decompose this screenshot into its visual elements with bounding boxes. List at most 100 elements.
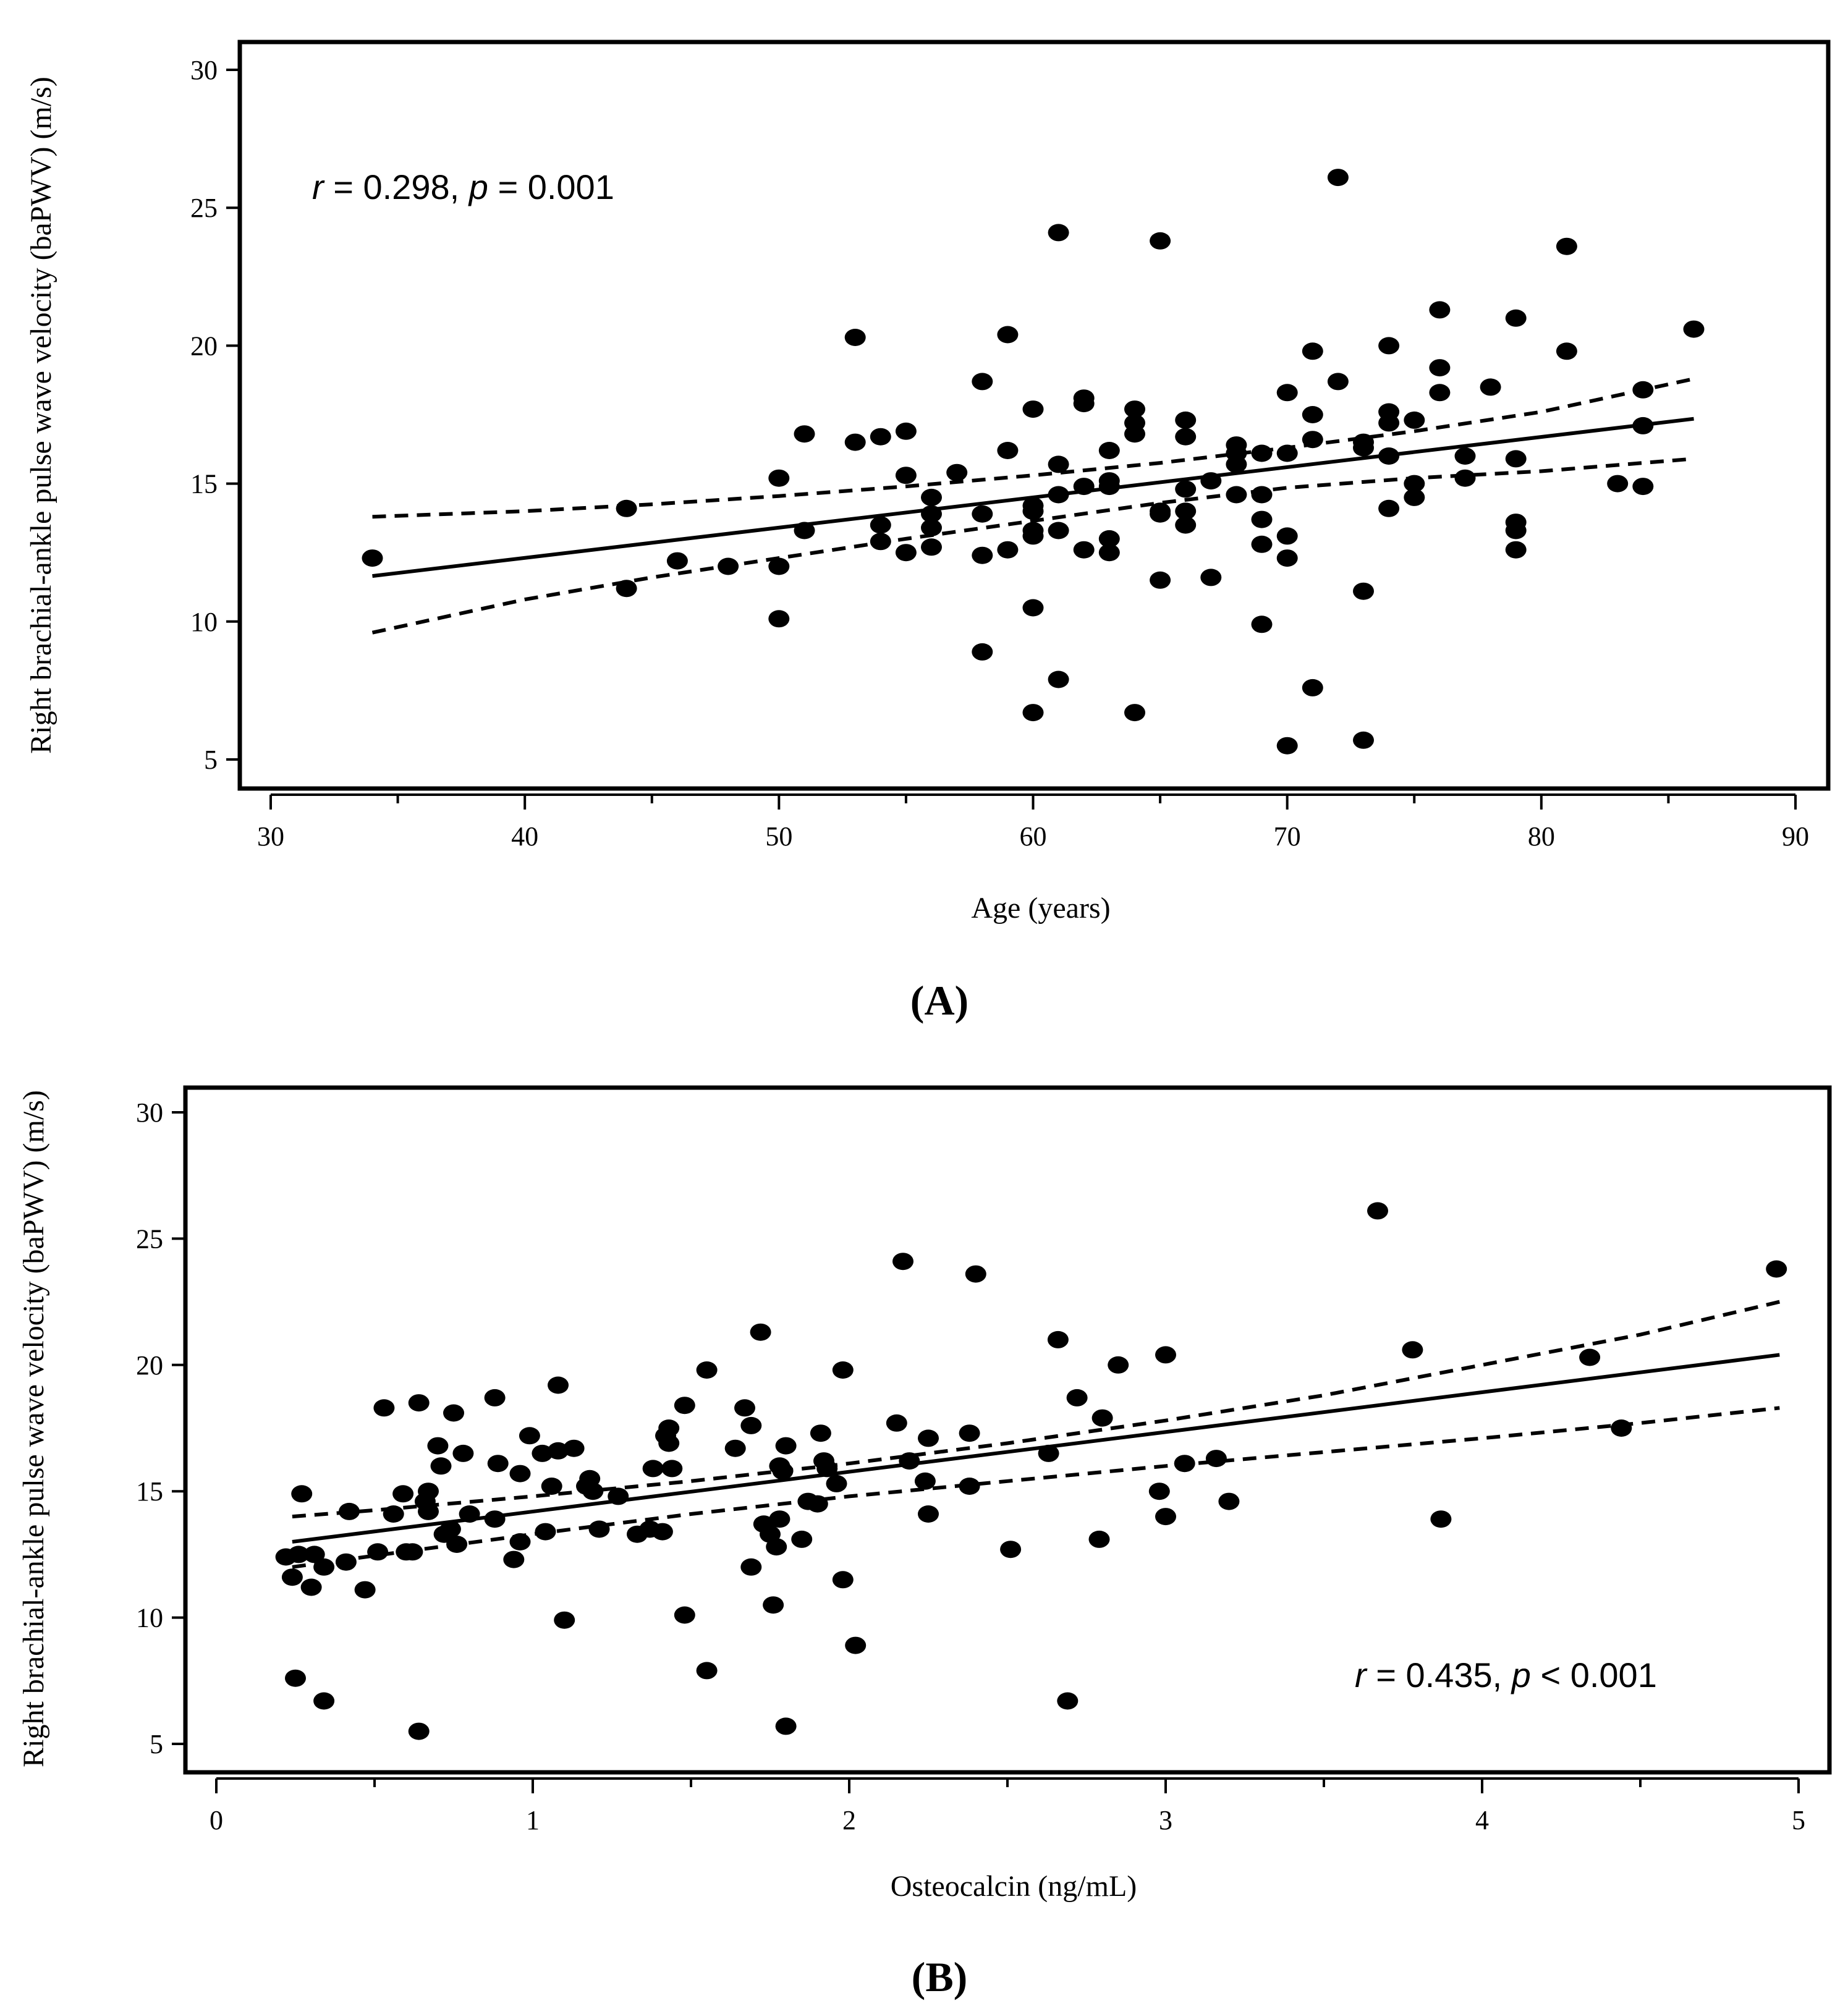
data-point bbox=[616, 580, 637, 598]
data-point bbox=[1353, 731, 1374, 749]
data-point bbox=[1022, 599, 1044, 617]
data-point bbox=[666, 552, 688, 570]
data-point bbox=[1454, 447, 1476, 465]
data-point bbox=[1632, 478, 1654, 496]
y-axis-label: Right brachial-ankle pulse wave velocity… bbox=[25, 77, 57, 754]
data-point bbox=[541, 1478, 562, 1495]
data-point bbox=[661, 1460, 683, 1478]
data-point bbox=[1251, 444, 1273, 462]
data-point bbox=[1378, 499, 1400, 517]
data-point bbox=[588, 1520, 610, 1538]
data-point bbox=[674, 1397, 695, 1415]
data-point bbox=[1556, 237, 1577, 255]
panel-label-a: (A) bbox=[910, 977, 969, 1024]
data-point bbox=[1098, 544, 1120, 562]
data-point bbox=[914, 1472, 936, 1490]
data-point bbox=[1088, 1530, 1110, 1548]
data-point bbox=[1108, 1356, 1129, 1374]
data-point bbox=[1505, 450, 1527, 468]
data-point bbox=[548, 1376, 569, 1394]
data-point bbox=[1480, 378, 1501, 396]
data-point bbox=[1066, 1389, 1088, 1406]
data-point bbox=[392, 1485, 414, 1503]
y-tick-label: 5 bbox=[150, 1729, 163, 1759]
x-tick-marks bbox=[269, 795, 1797, 810]
data-point bbox=[651, 1523, 673, 1541]
x-tick-label: 0 bbox=[210, 1805, 223, 1835]
data-point bbox=[1155, 1346, 1176, 1364]
data-point bbox=[1048, 224, 1069, 242]
data-point bbox=[313, 1692, 335, 1710]
data-point bbox=[563, 1439, 585, 1457]
data-point bbox=[844, 433, 866, 451]
x-tick-label: 5 bbox=[1792, 1805, 1805, 1835]
data-point bbox=[1505, 309, 1527, 327]
data-point bbox=[452, 1444, 474, 1462]
data-point bbox=[487, 1455, 509, 1473]
data-point bbox=[509, 1533, 531, 1550]
data-point bbox=[972, 505, 993, 523]
data-point bbox=[740, 1416, 762, 1434]
data-point bbox=[1057, 1692, 1079, 1710]
data-point bbox=[1404, 488, 1425, 506]
data-point bbox=[1276, 549, 1298, 567]
data-point bbox=[965, 1265, 986, 1283]
data-point bbox=[1251, 535, 1273, 553]
data-point bbox=[794, 425, 815, 443]
data-point bbox=[1091, 1409, 1113, 1427]
data-point bbox=[446, 1536, 468, 1553]
annotation-p-value: < 0.001 bbox=[1531, 1656, 1657, 1694]
annotation-r-value: = 0.298, bbox=[324, 167, 469, 206]
data-point bbox=[418, 1482, 439, 1500]
data-point bbox=[1098, 530, 1120, 548]
data-point bbox=[763, 1596, 784, 1614]
y-tick-label: 10 bbox=[190, 607, 218, 637]
annotation-p-value: = 0.001 bbox=[488, 167, 614, 206]
x-tick-label: 40 bbox=[511, 821, 538, 852]
data-point bbox=[1683, 320, 1705, 338]
data-point bbox=[807, 1495, 828, 1513]
x-tick-label: 4 bbox=[1475, 1805, 1489, 1835]
data-point bbox=[1048, 670, 1069, 688]
y-tick-label: 30 bbox=[136, 1098, 163, 1128]
data-point bbox=[1327, 169, 1349, 187]
data-point bbox=[1429, 384, 1451, 402]
data-point bbox=[1251, 510, 1273, 528]
data-point bbox=[810, 1424, 831, 1442]
data-point bbox=[1205, 1450, 1227, 1468]
data-point bbox=[1073, 478, 1095, 496]
data-point bbox=[1174, 1455, 1195, 1473]
data-point bbox=[959, 1424, 980, 1442]
data-point bbox=[1429, 301, 1451, 319]
data-point bbox=[1632, 381, 1654, 399]
data-point bbox=[1200, 569, 1222, 586]
annotation-p-symbol: p bbox=[1511, 1656, 1531, 1694]
data-point bbox=[1429, 359, 1451, 377]
x-tick-labels: 0 1 2 3 4 5 bbox=[210, 1805, 1805, 1835]
data-point bbox=[734, 1399, 755, 1417]
data-point bbox=[870, 516, 891, 534]
data-point bbox=[775, 1717, 797, 1735]
data-point bbox=[972, 373, 993, 391]
y-tick-label: 20 bbox=[136, 1350, 163, 1381]
data-point bbox=[775, 1437, 797, 1455]
x-axis: 0 1 2 3 4 5 bbox=[210, 1777, 1805, 1835]
data-point bbox=[1505, 522, 1527, 539]
y-axis-label: Right brachial-ankle pulse wave velocity… bbox=[17, 1090, 50, 1767]
data-point bbox=[1124, 400, 1145, 418]
regression-line bbox=[292, 1353, 1780, 1544]
data-point bbox=[972, 643, 993, 661]
data-point bbox=[918, 1505, 939, 1523]
y-tick-label: 5 bbox=[204, 745, 218, 775]
data-point bbox=[845, 1636, 867, 1654]
data-point bbox=[1327, 373, 1349, 391]
data-point bbox=[532, 1444, 553, 1462]
panel-a: 5 10 15 20 25 30 30 40 50 60 70 80 90 r = 0.298, p … bbox=[25, 40, 1831, 1024]
x-tick-label: 3 bbox=[1159, 1805, 1172, 1835]
data-point bbox=[1276, 444, 1298, 462]
data-point bbox=[918, 1429, 939, 1447]
data-point bbox=[832, 1571, 854, 1589]
x-tick-label: 80 bbox=[1528, 821, 1555, 852]
data-point bbox=[367, 1543, 389, 1561]
data-point bbox=[427, 1437, 449, 1455]
